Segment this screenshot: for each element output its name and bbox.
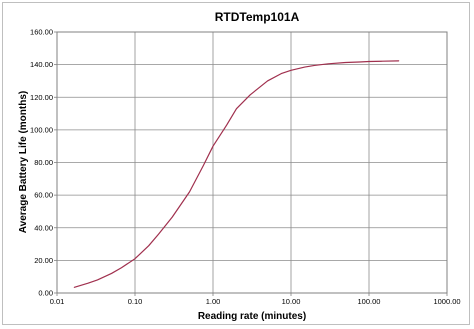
y-tick-label: 0.00 bbox=[38, 289, 53, 298]
y-tick-label: 40.00 bbox=[34, 223, 53, 232]
grid bbox=[54, 31, 448, 296]
y-tick-label: 60.00 bbox=[34, 191, 53, 200]
y-tick-label: 120.00 bbox=[30, 93, 53, 102]
x-axis-title: Reading rate (minutes) bbox=[198, 311, 306, 322]
y-tick-label: 80.00 bbox=[34, 158, 53, 167]
chart-frame bbox=[2, 2, 470, 325]
x-tick-label: 1.00 bbox=[206, 297, 221, 306]
x-tick-labels: 0.01 0.10 1.00 10.00 100.00 1000.00 bbox=[50, 297, 461, 306]
x-tick-label: 100.00 bbox=[358, 297, 381, 306]
x-tick-label: 0.01 bbox=[50, 297, 65, 306]
series-line bbox=[73, 60, 400, 288]
x-tick-label: 0.10 bbox=[128, 297, 143, 306]
y-tick-label: 160.00 bbox=[30, 28, 53, 37]
y-tick-labels: 0.00 20.00 40.00 60.00 80.00 100.00 120.00 140.… bbox=[30, 28, 53, 298]
y-tick-label: 140.00 bbox=[30, 60, 53, 69]
y-tick-label: 20.00 bbox=[34, 256, 53, 265]
x-tick-label: 10.00 bbox=[282, 297, 301, 306]
series-group bbox=[73, 60, 400, 288]
y-axis-title: Average Battery Life (months) bbox=[18, 91, 29, 233]
x-tick-label: 1000.00 bbox=[433, 297, 460, 306]
y-tick-label: 100.00 bbox=[30, 125, 53, 134]
chart-title: RTDTemp101A bbox=[215, 10, 300, 24]
plot-area-border bbox=[56, 31, 448, 294]
